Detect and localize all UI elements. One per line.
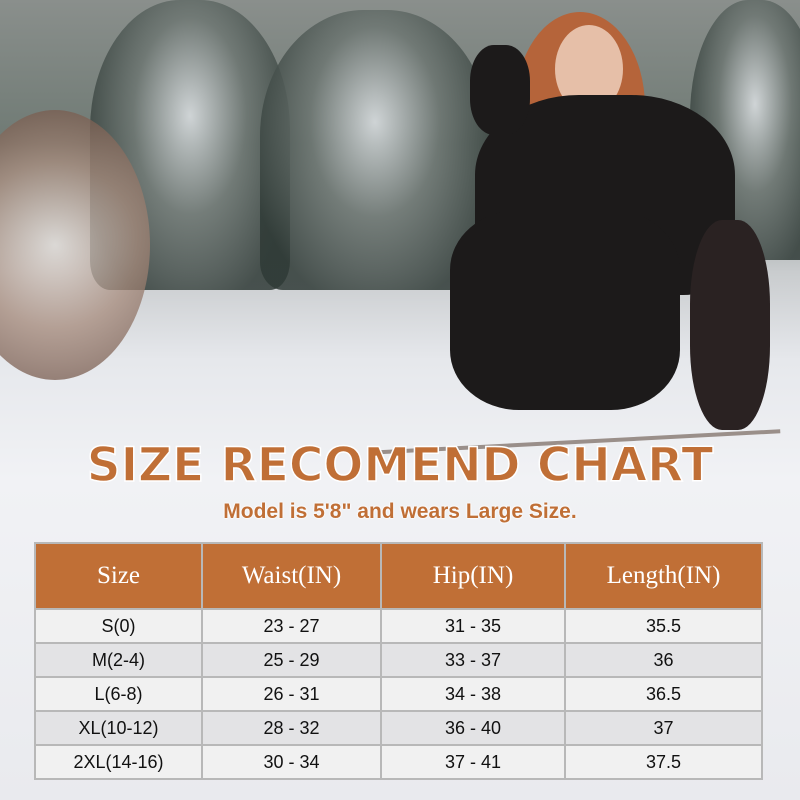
cell-hip: 36 - 40 — [380, 710, 566, 746]
cell-size: M(2-4) — [34, 642, 203, 678]
header-waist: Waist(IN) — [201, 542, 382, 610]
cell-length: 36.5 — [564, 676, 763, 712]
cell-hip: 33 - 37 — [380, 642, 566, 678]
model-glove — [470, 45, 530, 135]
cell-hip: 37 - 41 — [380, 744, 566, 780]
cell-size: XL(10-12) — [34, 710, 203, 746]
model-legs — [450, 210, 680, 410]
cell-size: S(0) — [34, 608, 203, 644]
header-hip: Hip(IN) — [380, 542, 566, 610]
table-row: 2XL(14-16) 30 - 34 37 - 41 37.5 — [34, 744, 763, 780]
table-header-row: Size Waist(IN) Hip(IN) Length(IN) — [34, 542, 763, 610]
chart-subtitle: Model is 5'8" and wears Large Size. — [223, 500, 577, 523]
cell-size: L(6-8) — [34, 676, 203, 712]
table-row: XL(10-12) 28 - 32 36 - 40 37 — [34, 710, 763, 746]
chart-title: SIZE RECOMEND CHART — [86, 437, 714, 494]
cell-length: 35.5 — [564, 608, 763, 644]
snowy-tree — [260, 10, 490, 290]
cell-length: 37.5 — [564, 744, 763, 780]
header-size: Size — [34, 542, 203, 610]
cell-size: 2XL(14-16) — [34, 744, 203, 780]
cell-waist: 25 - 29 — [201, 642, 382, 678]
size-table: Size Waist(IN) Hip(IN) Length(IN) S(0) 23… — [34, 542, 763, 780]
cell-length: 36 — [564, 642, 763, 678]
cell-hip: 34 - 38 — [380, 676, 566, 712]
snowy-bush — [0, 110, 150, 380]
cell-length: 37 — [564, 710, 763, 746]
cell-waist: 30 - 34 — [201, 744, 382, 780]
model-coat — [690, 220, 770, 430]
cell-waist: 26 - 31 — [201, 676, 382, 712]
header-length: Length(IN) — [564, 542, 763, 610]
cell-waist: 28 - 32 — [201, 710, 382, 746]
table-row: L(6-8) 26 - 31 34 - 38 36.5 — [34, 676, 763, 712]
table-row: S(0) 23 - 27 31 - 35 35.5 — [34, 608, 763, 644]
cell-hip: 31 - 35 — [380, 608, 566, 644]
table-row: M(2-4) 25 - 29 33 - 37 36 — [34, 642, 763, 678]
cell-waist: 23 - 27 — [201, 608, 382, 644]
